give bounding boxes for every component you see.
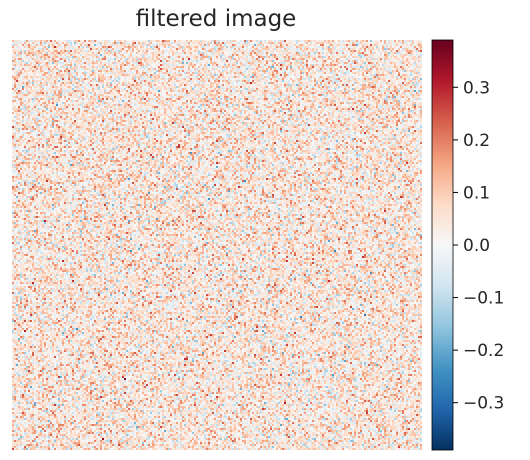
- colorbar-tick-label: 0.1: [463, 183, 490, 203]
- colorbar-tick-label: 0.0: [463, 236, 490, 256]
- colorbar-tick-label: 0.2: [463, 131, 490, 151]
- colorbar-tick-label: −0.2: [463, 341, 504, 361]
- colorbar-ticks: 0.3 0.2 0.1 0.0 −0.1 −0.2 −0.3: [453, 78, 504, 414]
- colorbar-tick-label: −0.3: [463, 394, 504, 414]
- colorbar-tick-label: 0.3: [463, 78, 490, 98]
- colorbar: [431, 39, 454, 451]
- colorbar-tick-label: −0.1: [463, 289, 504, 309]
- heatmap-image: [12, 40, 422, 450]
- chart-title: filtered image: [136, 6, 297, 32]
